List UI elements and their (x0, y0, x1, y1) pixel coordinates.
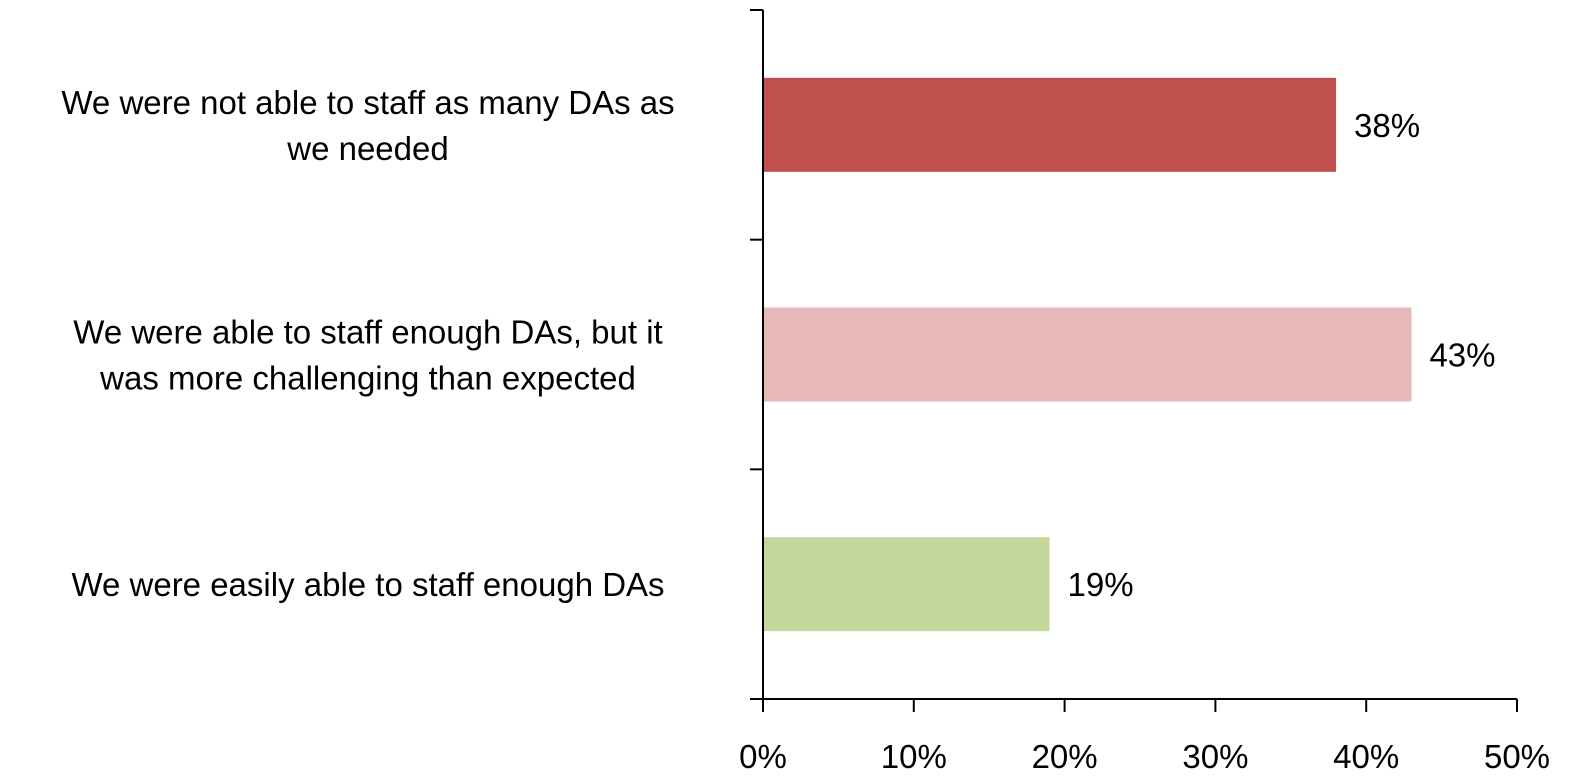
x-tick-label: 0% (739, 738, 787, 775)
ticks-group: 0% 10% 20% 30% 40% 50% (739, 9, 1550, 775)
bar-2 (763, 307, 1412, 402)
category-label-2: We were able to staff enough DAs, but it… (73, 314, 662, 397)
x-tick-label: 50% (1484, 738, 1550, 775)
x-tick-label: 10% (881, 738, 947, 775)
data-label-3: 19% (1068, 566, 1134, 603)
category-label-1: We were not able to staff as many DAs as… (61, 84, 674, 167)
data-labels-group: 38% 43% 19% (1068, 107, 1496, 603)
data-label-2: 43% (1429, 337, 1495, 374)
x-tick-label: 30% (1182, 738, 1248, 775)
data-label-1: 38% (1354, 107, 1420, 144)
bar-1 (763, 77, 1337, 172)
x-tick-label: 20% (1032, 738, 1098, 775)
bar-3 (763, 537, 1050, 632)
axes-group (762, 10, 1517, 700)
bars-group (763, 77, 1412, 632)
category-labels-group: We were not able to staff as many DAs as… (61, 84, 674, 603)
category-label-3: We were easily able to staff enough DAs (71, 566, 664, 603)
x-tick-label: 40% (1333, 738, 1399, 775)
